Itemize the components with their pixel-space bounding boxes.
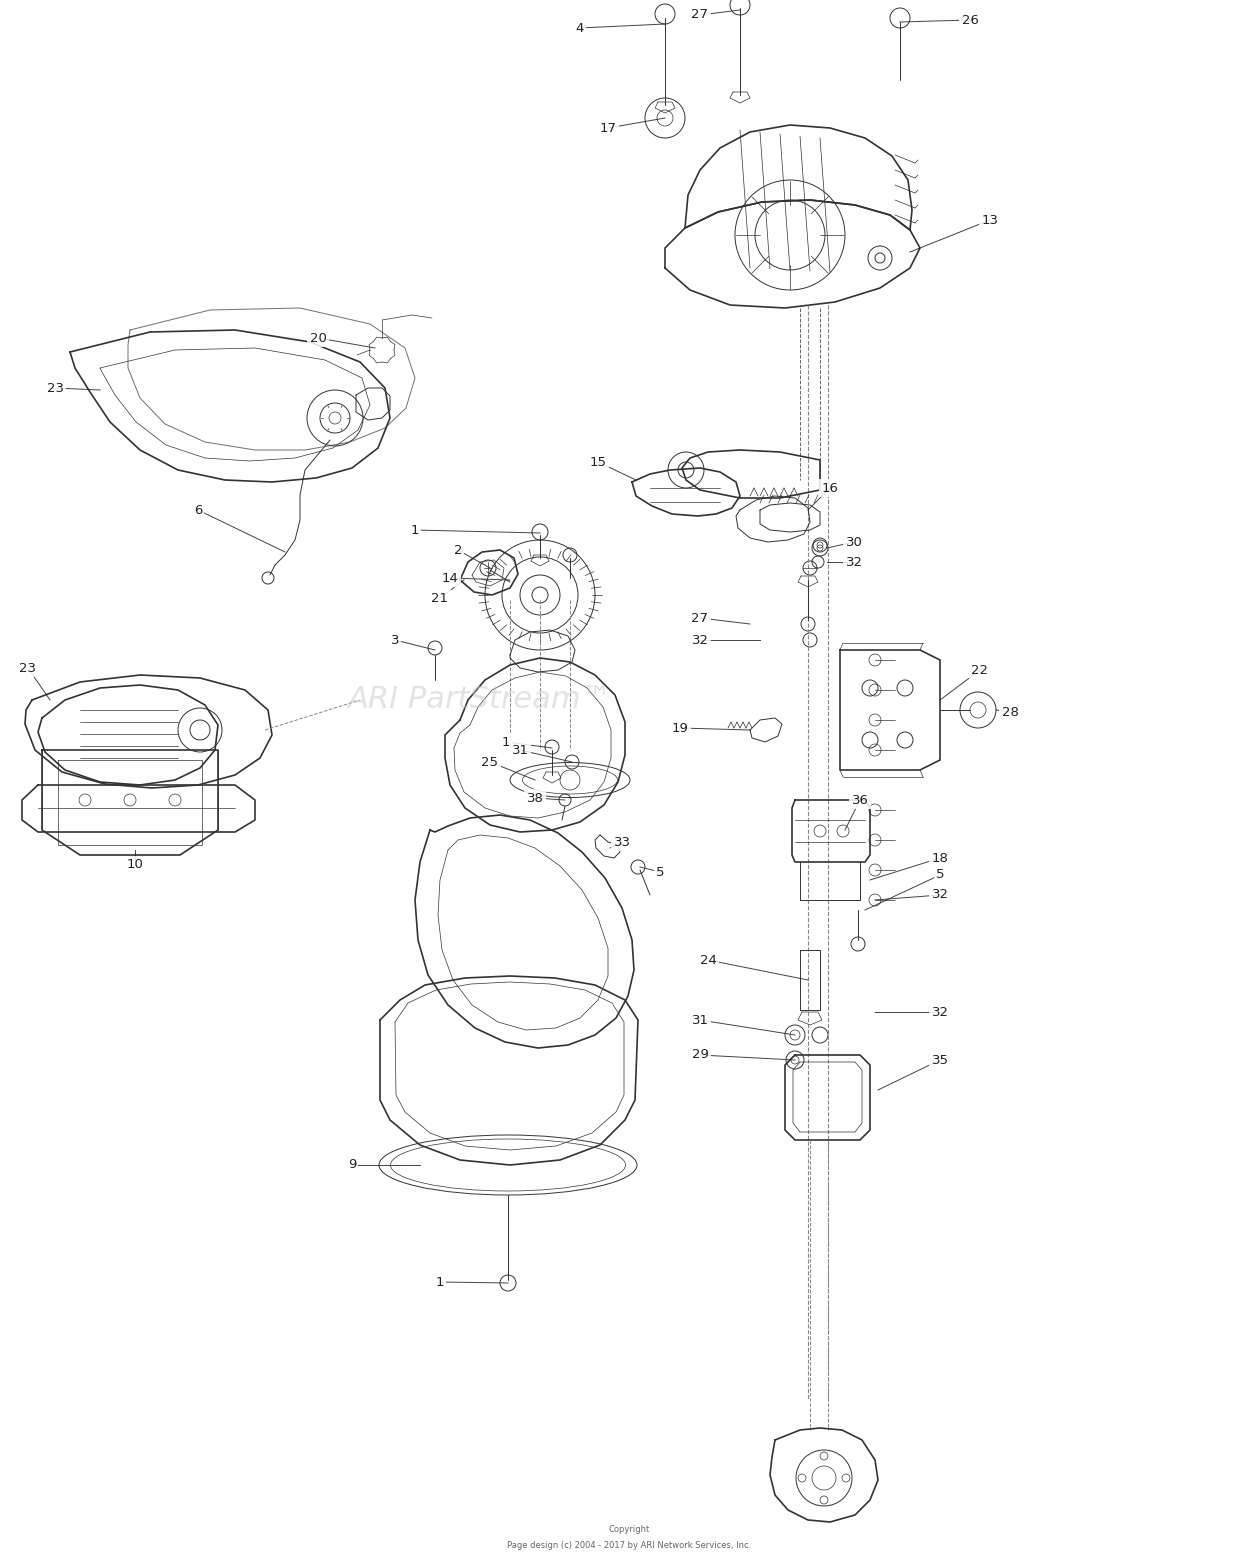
Text: 23: 23 bbox=[47, 382, 63, 395]
Text: 20: 20 bbox=[309, 332, 326, 345]
Text: 2: 2 bbox=[454, 543, 462, 557]
Text: 9: 9 bbox=[347, 1159, 356, 1172]
Text: 5: 5 bbox=[936, 869, 945, 881]
Text: 1: 1 bbox=[502, 735, 511, 749]
Text: 3: 3 bbox=[391, 633, 399, 646]
Text: 32: 32 bbox=[931, 1006, 949, 1019]
Text: 10: 10 bbox=[127, 858, 143, 872]
Text: 30: 30 bbox=[845, 535, 863, 549]
Text: 38: 38 bbox=[527, 791, 543, 805]
Text: 32: 32 bbox=[692, 633, 708, 646]
Text: 32: 32 bbox=[845, 555, 863, 568]
Text: 4: 4 bbox=[576, 22, 584, 34]
Text: 5: 5 bbox=[655, 866, 664, 878]
Text: 35: 35 bbox=[931, 1053, 949, 1067]
Text: 36: 36 bbox=[852, 794, 868, 807]
Text: ARI PartStream™: ARI PartStream™ bbox=[348, 685, 613, 714]
Text: 25: 25 bbox=[482, 755, 498, 769]
Text: 17: 17 bbox=[600, 122, 616, 134]
Text: 23: 23 bbox=[20, 661, 36, 674]
Text: 24: 24 bbox=[699, 953, 717, 967]
Text: 16: 16 bbox=[821, 482, 838, 495]
Text: Copyright: Copyright bbox=[609, 1526, 649, 1535]
Text: 32: 32 bbox=[931, 889, 949, 902]
Text: 22: 22 bbox=[971, 663, 989, 677]
Text: 31: 31 bbox=[512, 744, 528, 757]
Text: 1: 1 bbox=[435, 1276, 444, 1289]
Text: 31: 31 bbox=[692, 1014, 708, 1026]
Text: Page design (c) 2004 - 2017 by ARI Network Services, Inc.: Page design (c) 2004 - 2017 by ARI Netwo… bbox=[507, 1541, 751, 1549]
Text: 27: 27 bbox=[692, 612, 708, 624]
Text: 1: 1 bbox=[411, 524, 419, 537]
Text: 19: 19 bbox=[672, 721, 688, 735]
Text: 6: 6 bbox=[194, 504, 203, 516]
Text: 33: 33 bbox=[614, 836, 630, 849]
Text: 21: 21 bbox=[431, 591, 449, 604]
Text: 28: 28 bbox=[1001, 705, 1019, 719]
Text: 13: 13 bbox=[981, 214, 999, 226]
Text: 18: 18 bbox=[932, 852, 949, 864]
Text: 15: 15 bbox=[590, 456, 606, 468]
Text: 26: 26 bbox=[961, 14, 979, 27]
Text: 29: 29 bbox=[692, 1048, 708, 1061]
Text: 27: 27 bbox=[692, 8, 708, 22]
Text: 14: 14 bbox=[442, 571, 458, 585]
